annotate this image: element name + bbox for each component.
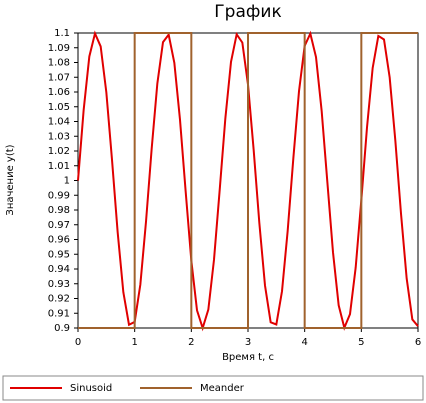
legend-label: Sinusoid: [70, 383, 112, 394]
x-tick-label: 5: [358, 337, 364, 348]
y-tick-label: 0.96: [48, 235, 70, 246]
y-tick-label: 0.98: [48, 205, 70, 216]
legend-label: Meander: [200, 383, 245, 394]
y-tick-label: 1.08: [48, 58, 70, 69]
x-tick-label: 2: [188, 337, 194, 348]
y-tick-label: 0.92: [48, 294, 70, 305]
x-axis-label: Время t, c: [222, 352, 274, 363]
y-tick-label: 0.9: [54, 323, 70, 334]
y-tick-label: 1.03: [48, 131, 70, 142]
y-axis-label: Значение y(t): [5, 144, 16, 215]
y-tick-label: 1.07: [48, 72, 70, 83]
line-series: [78, 32, 418, 329]
x-tick-label: 4: [301, 337, 307, 348]
y-tick-label: 0.93: [48, 279, 70, 290]
legend-box: [2, 375, 424, 401]
y-tick-label: 0.97: [48, 220, 70, 231]
y-tick-label: 1.06: [48, 87, 70, 98]
x-tick-label: 0: [75, 337, 81, 348]
chart-title: График: [214, 2, 281, 22]
x-tick-label: 3: [245, 337, 251, 348]
y-tick-label: 0.99: [48, 190, 70, 201]
y-tick-label: 1.04: [48, 117, 70, 128]
x-tick-label: 1: [131, 337, 137, 348]
y-tick-label: 1.02: [48, 146, 70, 157]
x-tick-label: 6: [415, 337, 421, 348]
y-tick-label: 1: [64, 176, 70, 187]
y-tick-label: 1.05: [48, 102, 70, 113]
y-tick-label: 1.09: [48, 43, 70, 54]
y-tick-label: 0.94: [48, 264, 70, 275]
y-tick-label: 0.95: [48, 249, 70, 260]
y-tick-label: 0.91: [48, 308, 70, 319]
y-tick-label: 1.1: [54, 28, 70, 39]
y-tick-label: 1.01: [48, 161, 70, 172]
